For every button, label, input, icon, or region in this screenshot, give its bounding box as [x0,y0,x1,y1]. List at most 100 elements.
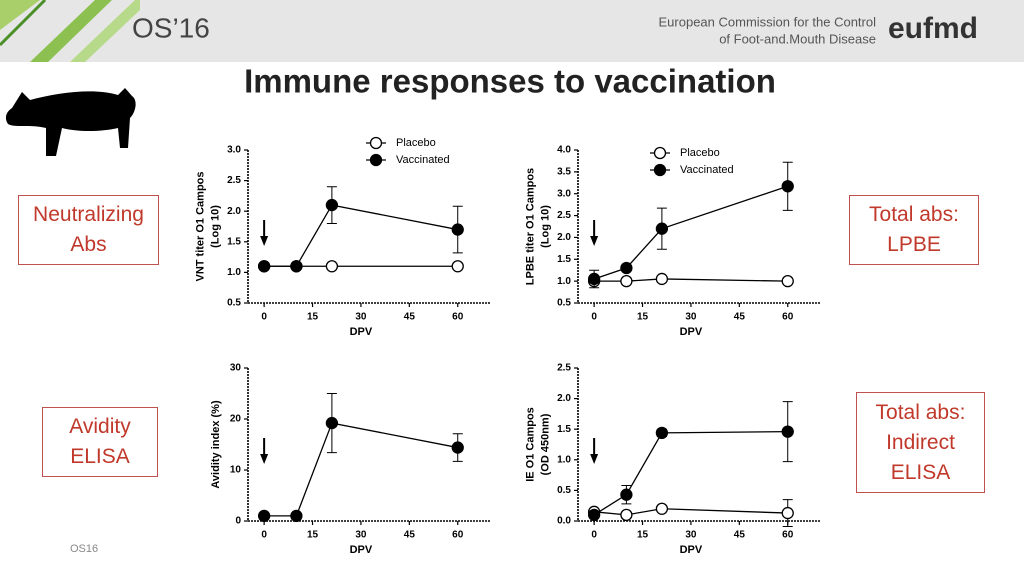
arrow-head [260,454,269,464]
y-tick-label: 1.0 [557,276,571,287]
y-axis-label: (Log 10) [209,205,221,248]
data-point [451,260,464,273]
x-tick-label: 60 [782,312,794,323]
slide-title: Immune responses to vaccination [244,63,776,100]
y-axis-label: LPBE titer O1 Campos [524,168,536,285]
label-box: Total abs: LPBE [849,195,979,265]
data-point [655,222,669,235]
y-tick-label: 3.5 [557,166,571,177]
header-brand: eufmd [888,12,978,45]
data-point [620,261,633,275]
y-tick-label: 30 [230,363,242,374]
legend-marker [653,146,667,160]
data-point [290,509,303,523]
data-point [620,274,633,288]
y-tick-label: 1.5 [557,254,571,265]
data-point [655,502,669,515]
x-tick-label: 0 [261,312,267,323]
label-box: Neutralizing Abs [18,195,159,265]
x-tick-label: 45 [734,530,746,541]
y-tick-label: 1.5 [227,236,241,247]
data-point [620,508,633,522]
legend-label: Placebo [396,137,436,149]
header-stripes [0,0,140,62]
data-point [587,508,601,522]
data-point [257,509,271,523]
y-axis-label: Avidity index (%) [210,400,222,489]
y-tick-label: 3.0 [227,145,241,156]
legend-marker [653,163,667,177]
legend-label: Vaccinated [396,154,450,166]
y-tick-label: 2.5 [227,175,241,186]
box-text: Total abs: [869,203,959,226]
data-point [620,488,633,501]
box-text: Abs [70,233,107,256]
data-point [781,425,794,438]
x-tick-label: 15 [637,530,649,541]
y-tick-label: 1.0 [227,267,241,278]
x-axis-label: DPV [350,544,373,556]
series-line [593,430,788,516]
series-line [594,278,788,282]
x-tick-label: 15 [637,312,649,323]
y-tick-label: 20 [230,414,242,425]
x-axis-label: DPV [680,326,703,338]
box-text: Neutralizing [33,203,144,226]
data-point [257,260,271,273]
x-axis-label: DPV [350,326,373,338]
y-tick-label: 0 [235,516,241,527]
y-tick-label: 2.0 [557,393,571,404]
header-org: European Commission for the Control [659,14,877,29]
box-text: Total abs: [875,400,966,424]
data-point [655,426,669,440]
y-tick-label: 0.5 [557,298,571,309]
x-tick-label: 15 [307,312,319,323]
header-bar [0,0,1024,62]
y-tick-label: 0.5 [557,485,571,496]
legend-marker [369,153,383,167]
data-point [325,416,339,430]
pig-icon [5,88,136,156]
x-tick-label: 45 [404,530,416,541]
data-point [655,272,669,286]
y-axis-label: VNT titer O1 Campos [194,171,206,281]
x-tick-label: 60 [452,312,464,323]
header-org: of Foot-and.Mouth Disease [719,31,876,46]
y-tick-label: 0.0 [557,516,571,527]
x-tick-label: 30 [355,312,367,323]
y-tick-label: 10 [230,465,242,476]
box-text: ELISA [70,445,130,468]
y-tick-label: 2.5 [557,363,571,374]
x-tick-label: 0 [591,530,597,541]
legend-label: Vaccinated [680,164,734,176]
data-point [781,180,794,193]
x-tick-label: 60 [782,530,794,541]
series-line [264,422,458,517]
y-tick-label: 4.0 [557,145,571,156]
data-point [290,260,303,273]
x-tick-label: 0 [261,530,267,541]
legend-marker [369,136,383,150]
data-point [587,272,601,286]
x-tick-label: 15 [307,530,319,541]
y-tick-label: 1.5 [557,424,571,435]
data-point [451,441,464,454]
x-tick-label: 0 [591,312,597,323]
header-logo: OS’16 [132,12,210,43]
y-tick-label: 0.5 [227,298,241,309]
data-point [325,260,339,273]
y-tick-label: 2.5 [557,210,571,221]
label-box: Total abs: Indirect ELISA [856,392,985,493]
box-text: LPBE [887,233,941,256]
x-axis-label: DPV [680,544,703,556]
label-box: Avidity ELISA [42,407,158,477]
series-line [594,508,788,516]
y-axis-label: IE O1 Campos [524,407,536,482]
data-point [781,506,794,520]
x-tick-label: 30 [685,312,697,323]
footer: OS16 [70,543,98,555]
box-text: Indirect [886,430,955,454]
box-text: ELISA [890,460,951,484]
x-tick-label: 45 [734,312,746,323]
